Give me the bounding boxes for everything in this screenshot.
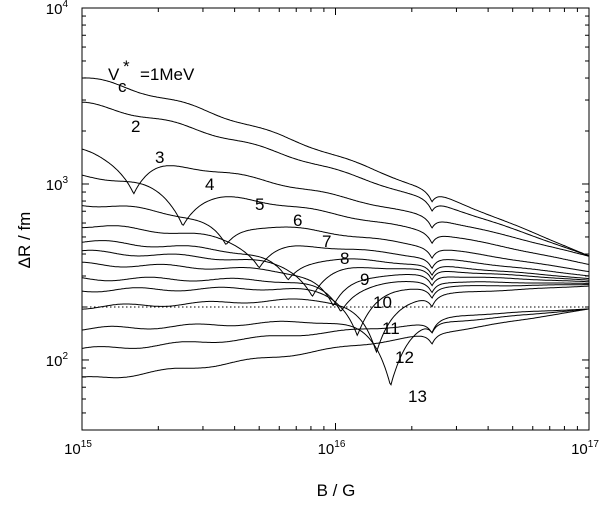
series-line-2 [82,101,590,257]
series-line-3 [81,148,590,257]
curve-label-13: 10 [373,293,392,312]
curve-label-11: 8 [340,249,349,268]
curve-label-5: 2 [131,117,140,136]
axis-ticks [81,7,590,431]
x-tick-label: 1015 [64,439,92,458]
curve-label-2: c [118,77,127,96]
curve-label-1: V [108,65,120,84]
series-line-13 [81,308,590,386]
series-line-4 [81,174,590,265]
curve-label-10: 7 [322,232,331,251]
curve-label-4: =1MeV [140,65,195,84]
x-tick-label: 1016 [318,439,346,458]
curve-label-7: 4 [205,175,214,194]
curve-label-6: 3 [155,148,164,167]
series-line-15 [81,308,590,379]
x-axis-label: B / G [317,481,356,500]
series-line-5 [81,205,590,273]
curves-group [81,77,590,386]
series-line-12 [82,285,590,354]
series-line-11 [81,284,589,337]
series-line-9 [81,261,590,307]
curve-label-12: 9 [360,270,369,289]
x-tick-label: 1017 [571,439,599,458]
y-tick-label: 103 [46,175,69,194]
series-line-7 [81,240,590,281]
curve-label-15: 12 [395,348,414,367]
series-line-1 [82,77,590,257]
series-line-10 [81,276,589,312]
curve-label-14: 11 [382,319,400,338]
curve-label-8: 5 [255,195,264,214]
curve-label-3: * [123,57,130,76]
series-line-6 [82,225,590,277]
series-line-14 [81,308,590,349]
series-line-8 [81,249,590,297]
y-axis-label: ΔR / fm [15,212,34,269]
y-tick-label: 104 [46,0,69,18]
curve-label-9: 6 [293,211,302,230]
curve-label-16: 13 [408,387,427,406]
y-tick-label: 102 [46,351,69,370]
